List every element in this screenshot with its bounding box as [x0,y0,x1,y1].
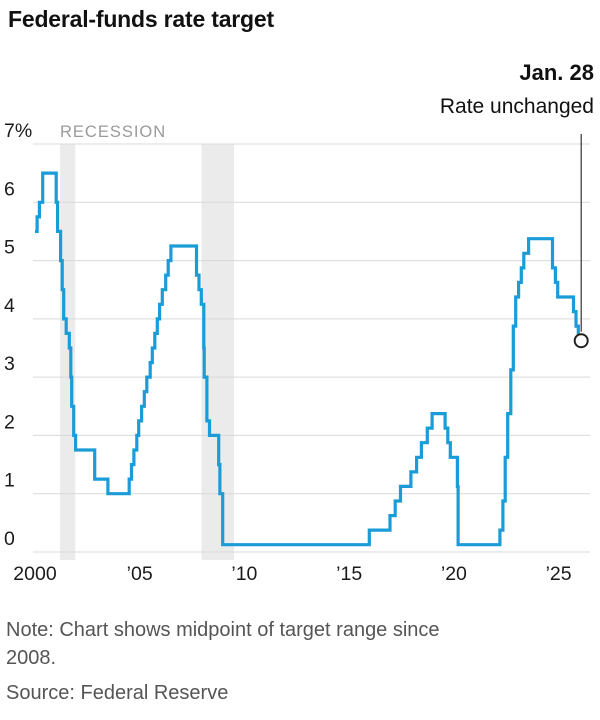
source-line: Source: Federal Reserve [6,682,229,704]
x-axis-tick-label: ’05 [127,563,153,585]
rate-line [35,171,582,547]
recession-label: RECESSION [60,123,166,141]
x-axis-tick-label: ’15 [336,563,362,585]
y-axis-tick-label: 1 [4,470,15,492]
y-axis-tick-label: 2 [4,411,15,433]
x-axis-tick-label: 2000 [13,563,57,585]
chart-area: 7% 6 5 4 3 2 1 0 2000 ’05 ’10 ’15 ’20 ’25 RECESSION [0,120,600,595]
recession-band [201,144,234,560]
endpoint-marker [573,333,589,349]
annotation-label: Rate unchanged [439,95,594,118]
y-axis-tick-label: 3 [4,353,15,375]
annotation-date: Jan. 28 [519,60,594,85]
x-axis-tick-label: ’25 [546,563,572,585]
note-line-1: Note: Chart shows midpoint of target ran… [6,619,440,641]
x-axis-tick-label: ’20 [441,563,467,585]
recession-band [60,144,76,560]
y-axis-tick-label: 7% [4,120,32,142]
fed-funds-rate-chart: 7% 6 5 4 3 2 1 0 2000 ’05 ’10 ’15 ’20 ’25 RECESSION [4,120,590,585]
y-axis-tick-label: 5 [4,237,15,259]
y-axis-tick-label: 4 [4,295,15,317]
x-axis-tick-label: ’10 [231,563,257,585]
note-line-2: 2008. [6,647,57,669]
chart-title: Federal-funds rate target [8,6,274,32]
chart-footer: Note: Chart shows midpoint of target ran… [6,616,594,707]
y-axis-tick-label: 6 [4,178,15,200]
y-axis-tick-label: 0 [4,528,15,550]
